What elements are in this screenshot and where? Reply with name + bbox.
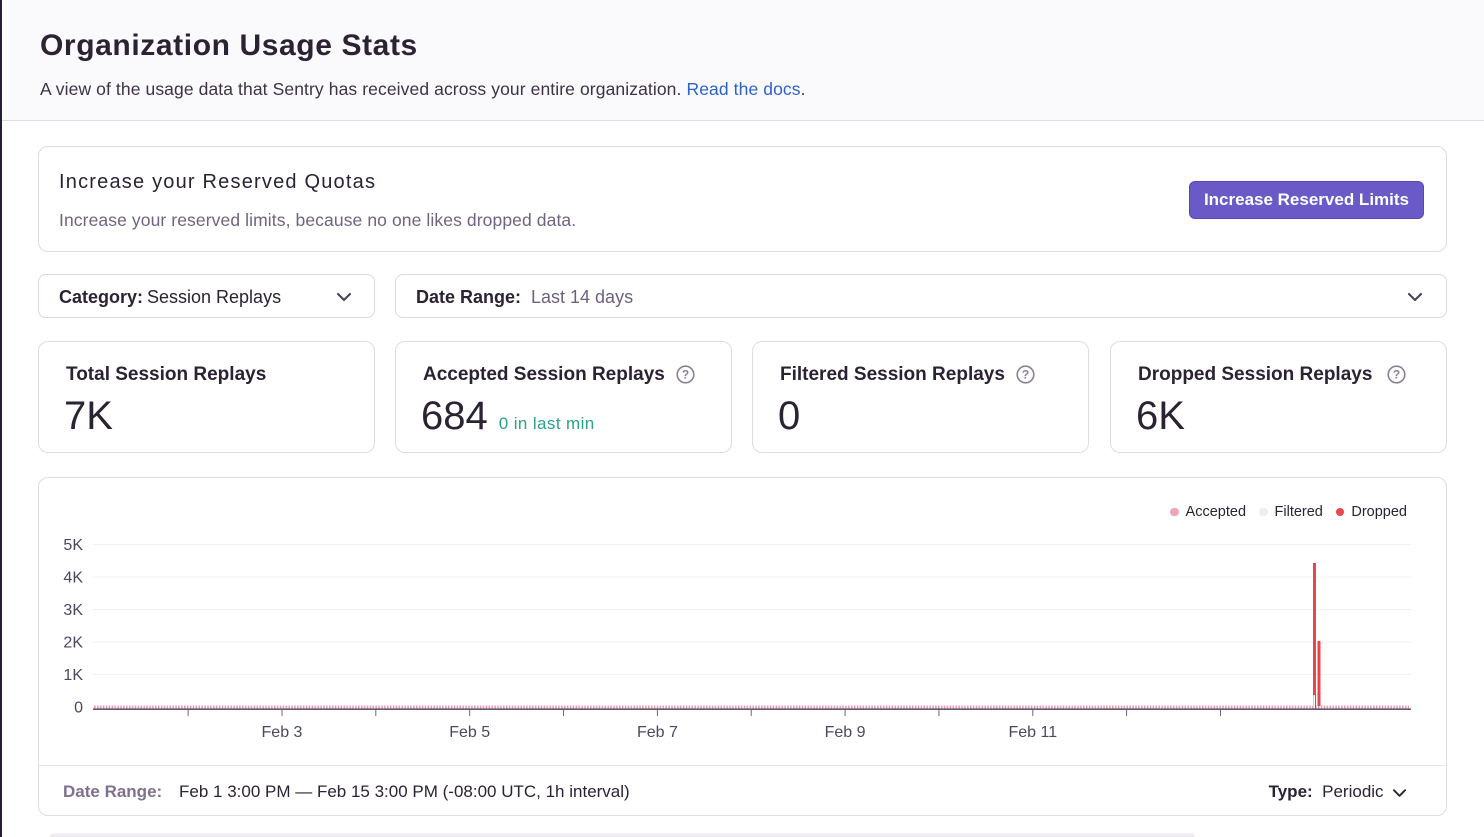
- svg-text:0: 0: [74, 700, 83, 717]
- svg-text:Feb 7: Feb 7: [637, 724, 678, 741]
- svg-text:1K: 1K: [63, 667, 83, 684]
- svg-text:4K: 4K: [63, 570, 83, 587]
- svg-text:Feb 9: Feb 9: [825, 724, 866, 741]
- svg-text:2K: 2K: [63, 635, 83, 652]
- svg-text:?: ?: [1022, 368, 1029, 382]
- svg-text:?: ?: [682, 368, 689, 382]
- svg-text:Feb 3: Feb 3: [262, 724, 303, 741]
- svg-text:Feb 11: Feb 11: [1008, 724, 1057, 741]
- svg-text:?: ?: [1393, 368, 1400, 382]
- svg-text:5K: 5K: [63, 537, 83, 554]
- svg-text:3K: 3K: [63, 602, 83, 619]
- svg-text:Feb 5: Feb 5: [449, 724, 490, 741]
